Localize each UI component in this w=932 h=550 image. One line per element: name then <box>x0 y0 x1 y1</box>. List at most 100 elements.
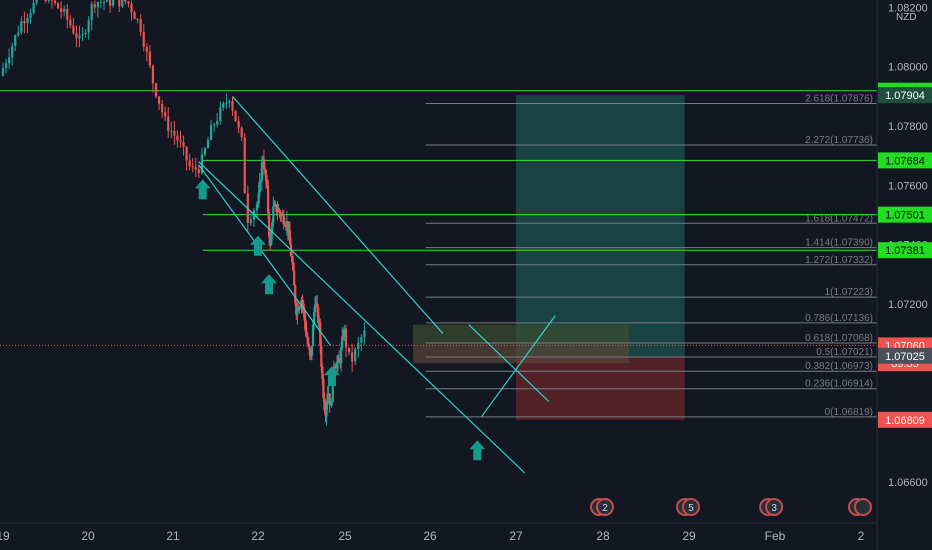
candle-body <box>263 169 267 171</box>
level-badge[interactable] <box>878 152 932 169</box>
candle-body <box>309 355 312 357</box>
candle-body <box>60 8 63 12</box>
candle-body <box>271 222 274 232</box>
candle-body <box>20 21 23 33</box>
up-arrow-icon[interactable] <box>250 235 266 256</box>
price-badge[interactable] <box>878 411 932 428</box>
channel-lower-line[interactable] <box>198 161 526 474</box>
level-badge-label: 1.07501 <box>885 210 925 222</box>
candle-body <box>343 328 346 338</box>
candle-body <box>78 35 81 39</box>
up-arrow-icon[interactable] <box>469 440 486 461</box>
candle-body <box>105 0 109 2</box>
event-markers[interactable]: 2 5 3 <box>590 498 872 516</box>
candle-body <box>291 255 294 262</box>
candle-body <box>301 299 304 304</box>
candle-body <box>331 373 334 403</box>
candle-body <box>84 32 87 34</box>
candle-body <box>341 336 344 348</box>
candle-body <box>26 17 29 24</box>
candle-body <box>96 2 99 8</box>
candle-body <box>328 393 331 406</box>
price-badge[interactable] <box>878 87 932 104</box>
time-axis-label: 19 <box>0 529 10 543</box>
arrow-markers[interactable] <box>194 179 486 461</box>
fib-level-label: 2.272(1.07736) <box>805 135 873 146</box>
candle-body <box>265 181 269 186</box>
candle-body <box>53 0 57 4</box>
trend-channel[interactable] <box>198 95 556 474</box>
candle-body <box>121 0 124 7</box>
candle-body <box>200 154 203 174</box>
up-arrow-icon[interactable] <box>194 179 211 200</box>
candle-body <box>322 379 325 398</box>
candle-body <box>304 320 307 332</box>
channel-upper-line[interactable] <box>232 95 444 334</box>
event-count: 5 <box>688 503 694 514</box>
triangle-line[interactable] <box>468 324 550 403</box>
event-flag-icon[interactable] <box>765 498 784 516</box>
candle-body <box>99 1 103 3</box>
candle-body <box>335 362 339 369</box>
candle-body <box>75 33 78 39</box>
candle-body <box>167 116 170 132</box>
candle-body <box>357 342 360 350</box>
up-arrow-icon[interactable] <box>261 274 278 295</box>
candle-body <box>145 46 148 52</box>
candle-body <box>231 101 234 111</box>
fib-level-label: 0.382(1.06973) <box>805 361 873 372</box>
fib-level-label: 0.5(1.07021) <box>816 347 873 358</box>
candle-body <box>182 142 185 147</box>
candle-body <box>222 103 225 108</box>
pending-profit-box <box>413 324 629 346</box>
candle-body <box>351 352 354 362</box>
candle-body <box>225 102 228 104</box>
candle-body <box>288 230 292 245</box>
price-badge[interactable] <box>878 347 932 364</box>
price-axis[interactable]: 1.082001.080001.078001.076001.074001.072… <box>876 0 932 550</box>
candle-body <box>63 8 66 12</box>
fib-level-label: 1.414(1.07390) <box>805 238 873 249</box>
candle-body <box>11 45 14 58</box>
candle-body <box>334 367 338 369</box>
fib-level-label: 1.618(1.07472) <box>805 213 873 224</box>
candle-body <box>296 306 299 315</box>
candle-body <box>363 330 366 338</box>
up-arrow-icon[interactable] <box>323 366 340 387</box>
candle-body <box>29 12 32 18</box>
target-zone[interactable] <box>516 95 685 358</box>
candle-body <box>316 303 319 308</box>
fib-level-label: 2.618(1.07876) <box>805 93 873 104</box>
time-axis[interactable]: 19 20 21 22 25 26 27 28 29 Feb 2 <box>0 522 932 550</box>
event-flag-icon[interactable] <box>596 498 614 516</box>
candle-body <box>17 32 20 36</box>
candle-body <box>90 4 93 21</box>
channel-mid-line[interactable] <box>198 164 331 346</box>
candle-body <box>319 322 322 346</box>
level-badge[interactable] <box>878 242 932 259</box>
candle-body <box>47 0 50 1</box>
candle-body <box>293 270 296 286</box>
candle-body <box>354 349 357 362</box>
event-flag-icon[interactable] <box>682 498 700 516</box>
level-badge[interactable] <box>878 206 932 223</box>
level-badge-label: 1.07381 <box>885 245 925 257</box>
candle-body <box>32 2 35 13</box>
event-flag-icon[interactable] <box>854 498 872 516</box>
candle-body <box>157 96 161 104</box>
candle-body <box>307 343 310 348</box>
candle-body <box>139 18 142 33</box>
candle-body <box>344 328 348 348</box>
price-badge-label: 1.07904 <box>885 90 925 102</box>
candle-body <box>66 8 69 20</box>
horizontal-levels[interactable] <box>0 90 877 346</box>
candle-body <box>118 0 121 7</box>
candle-body <box>329 404 332 406</box>
candle-body <box>321 366 324 380</box>
candle-body <box>258 181 261 193</box>
fibonacci-retracement[interactable]: 2.618(1.07876) 2.272(1.07736) 1.618(1.0747… <box>425 93 877 418</box>
triangle-line[interactable] <box>481 315 556 417</box>
candle-body <box>209 124 213 141</box>
candle-body <box>262 159 266 170</box>
